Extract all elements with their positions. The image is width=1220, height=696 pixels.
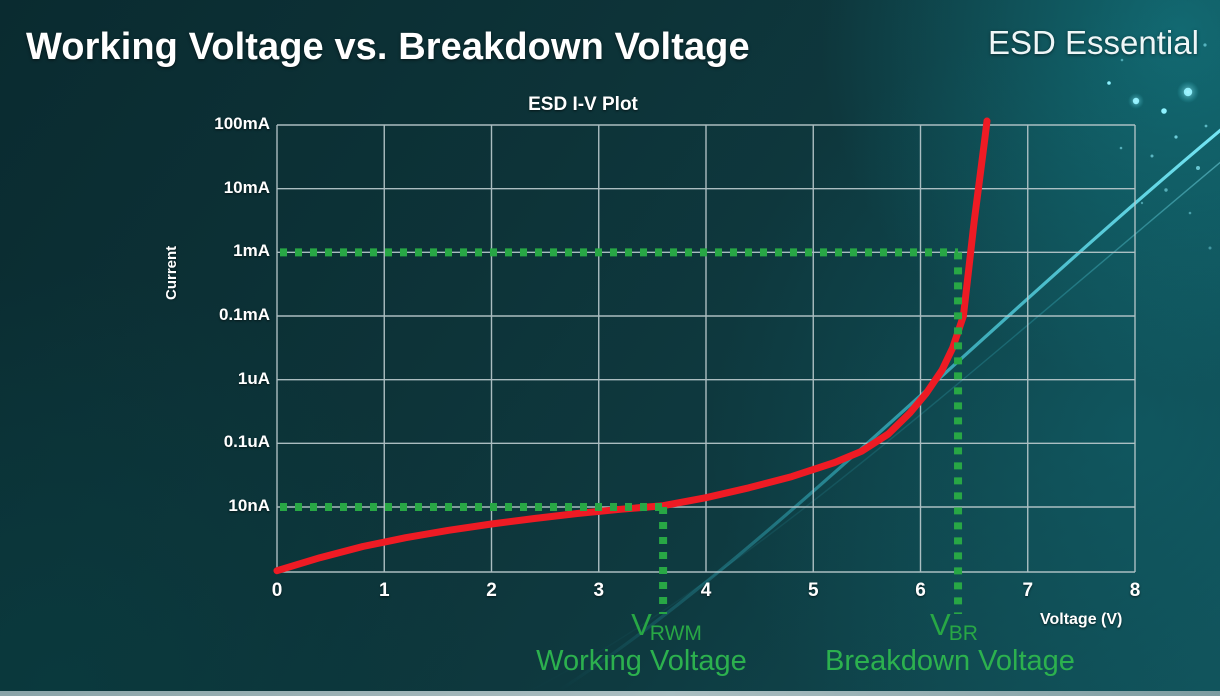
chart-title-text: ESD I-V Plot <box>528 94 638 115</box>
x-tick-label: 5 <box>807 580 819 601</box>
brand-label: ESD Essential <box>988 24 1199 61</box>
vrwm-subscript: RWM <box>649 622 702 645</box>
vrwm-symbol: V <box>631 607 652 642</box>
y-tick-label: 0.1uA <box>223 432 270 452</box>
y-axis-label: Current <box>163 245 180 300</box>
chart-title: ESD I-V Plot <box>0 94 1220 116</box>
vbr-subscript: BR <box>948 622 978 645</box>
x-tick-label: 1 <box>378 580 390 601</box>
x-tick-label: 4 <box>700 580 712 601</box>
x-tick-label: 3 <box>593 580 605 601</box>
x-axis-label: Voltage (V) <box>1040 611 1123 628</box>
breakdown-voltage-caption: Breakdown Voltage <box>825 645 1075 677</box>
x-tick-label: 8 <box>1129 580 1141 601</box>
x-tick-label: 7 <box>1022 580 1034 601</box>
vbr-marker-label: VBR <box>930 607 980 645</box>
x-tick-label: 6 <box>915 580 926 601</box>
x-tick-label: 2 <box>486 580 497 601</box>
vbr-symbol: V <box>930 607 951 642</box>
y-tick-label: 1mA <box>233 241 270 261</box>
y-axis-ticks: 100mA 10mA 1mA 0.1mA 1uA 0.1uA 10nA <box>180 0 270 696</box>
y-tick-label: 0.1mA <box>218 305 270 324</box>
y-tick-label: 1uA <box>237 368 270 388</box>
vrwm-marker-label: VRWM <box>631 607 704 645</box>
y-tick-label: 100mA <box>214 114 270 133</box>
annotation-guides <box>280 248 963 614</box>
x-tick-label: 0 <box>271 580 283 601</box>
working-voltage-caption: Working Voltage <box>536 645 747 677</box>
page-title: Working Voltage vs. Breakdown Voltage <box>26 26 750 68</box>
y-tick-label: 10mA <box>223 177 270 197</box>
y-tick-label: 10nA <box>228 496 270 515</box>
